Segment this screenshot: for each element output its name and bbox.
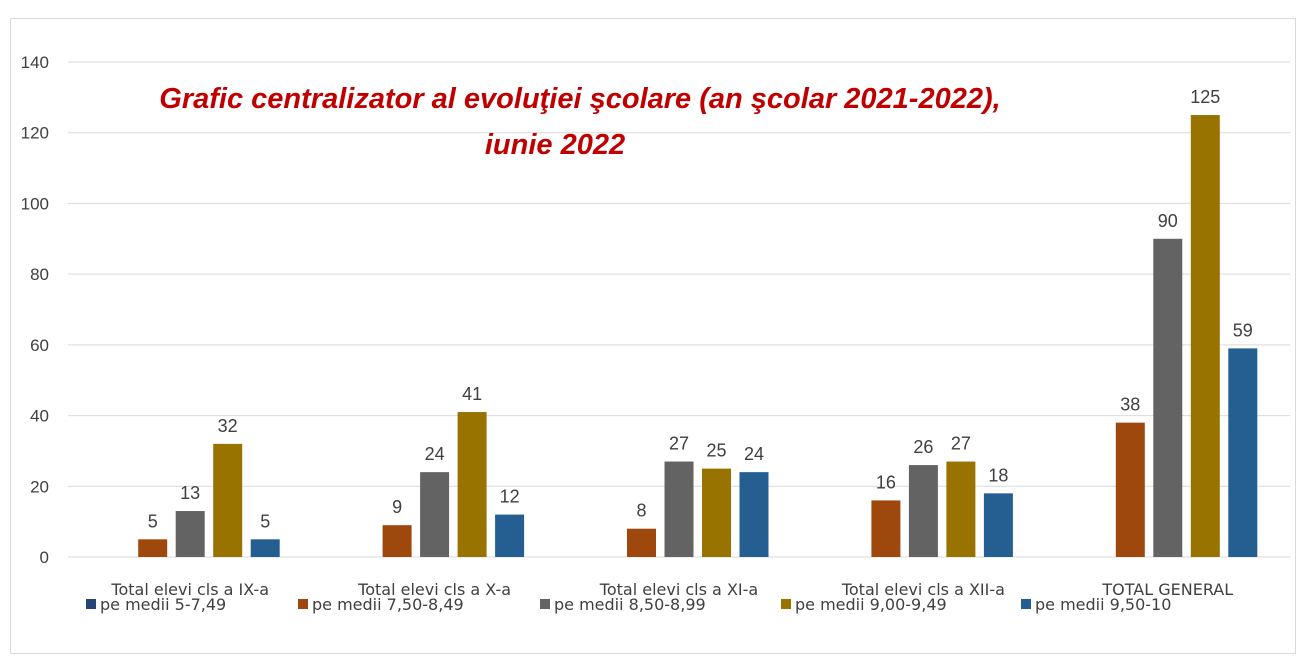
legend-label: pe medii 9,50-10	[1035, 595, 1171, 614]
data-label: 38	[1120, 395, 1140, 415]
x-tick-label: Total elevi cls a XII-a	[841, 580, 1005, 599]
data-label: 26	[913, 437, 933, 457]
data-label: 125	[1190, 87, 1220, 107]
bar	[382, 525, 412, 557]
legend-label: pe medii 5-7,49	[100, 595, 226, 614]
data-label: 5	[260, 511, 270, 531]
x-tick-label: Total elevi cls a X-a	[357, 580, 511, 599]
data-label: 32	[218, 416, 238, 436]
y-axis-ticks: 0 20 40 60 80 100 120 140	[21, 53, 49, 567]
data-label: 5	[148, 511, 158, 531]
data-label: 25	[706, 441, 726, 461]
bar	[138, 539, 168, 557]
bar	[1190, 115, 1220, 558]
chart-title-line-2: iunie 2022	[485, 129, 625, 161]
y-tick-label: 120	[21, 124, 49, 143]
bar	[702, 468, 731, 557]
data-label: 13	[180, 483, 200, 503]
legend-swatch	[781, 599, 791, 609]
y-tick-label: 60	[30, 336, 49, 355]
bar	[664, 461, 694, 557]
legend-swatch	[298, 599, 308, 609]
bar	[871, 500, 901, 557]
bar	[213, 443, 243, 557]
bar	[739, 472, 769, 557]
legend-label: pe medii 8,50-8,99	[554, 595, 706, 614]
data-label: 9	[392, 497, 402, 517]
bar	[175, 511, 205, 557]
bar	[627, 528, 656, 557]
legend-swatch	[540, 599, 550, 609]
bar	[1153, 238, 1183, 558]
data-label: 59	[1233, 320, 1253, 340]
data-label: 90	[1158, 211, 1178, 231]
y-tick-label: 100	[21, 194, 49, 213]
y-tick-label: 40	[30, 407, 49, 426]
legend-label: pe medii 7,50-8,49	[312, 595, 464, 614]
x-tick-label: Total elevi cls a XI-a	[599, 580, 758, 599]
data-label: 16	[876, 472, 896, 492]
y-tick-label: 20	[30, 477, 49, 496]
bar	[1228, 348, 1258, 557]
bars	[138, 115, 1258, 558]
y-tick-label: 140	[21, 53, 49, 72]
data-label: 18	[988, 465, 1008, 485]
y-tick-label: 80	[30, 265, 49, 284]
chart-title-line-1: Grafic centralizator al evoluţiei şcolar…	[159, 83, 1000, 115]
bar	[946, 461, 976, 557]
x-tick-label: Total elevi cls a IX-a	[110, 580, 269, 599]
bar	[908, 465, 938, 557]
y-tick-label: 0	[40, 548, 49, 567]
data-label: 27	[951, 434, 971, 454]
legend: pe medii 5-7,49 pe medii 7,50-8,49 pe medi…	[86, 595, 1171, 614]
legend-swatch	[86, 599, 96, 609]
legend-label: pe medii 9,00-9,49	[795, 595, 947, 614]
x-axis-labels: Total elevi cls a IX-a Total elevi cls a …	[110, 580, 1233, 599]
data-label: 8	[636, 501, 646, 521]
bar	[457, 412, 487, 557]
data-label: 41	[462, 384, 482, 404]
bar	[495, 514, 525, 557]
data-label: 12	[500, 487, 520, 507]
bar	[250, 539, 280, 557]
data-label: 24	[425, 444, 445, 464]
bar	[420, 472, 450, 557]
data-label: 24	[744, 444, 764, 464]
bar	[1115, 422, 1145, 557]
legend-swatch	[1021, 599, 1031, 609]
x-tick-label: TOTAL GENERAL	[1101, 580, 1233, 599]
data-label: 27	[669, 434, 689, 454]
bar	[983, 493, 1013, 557]
